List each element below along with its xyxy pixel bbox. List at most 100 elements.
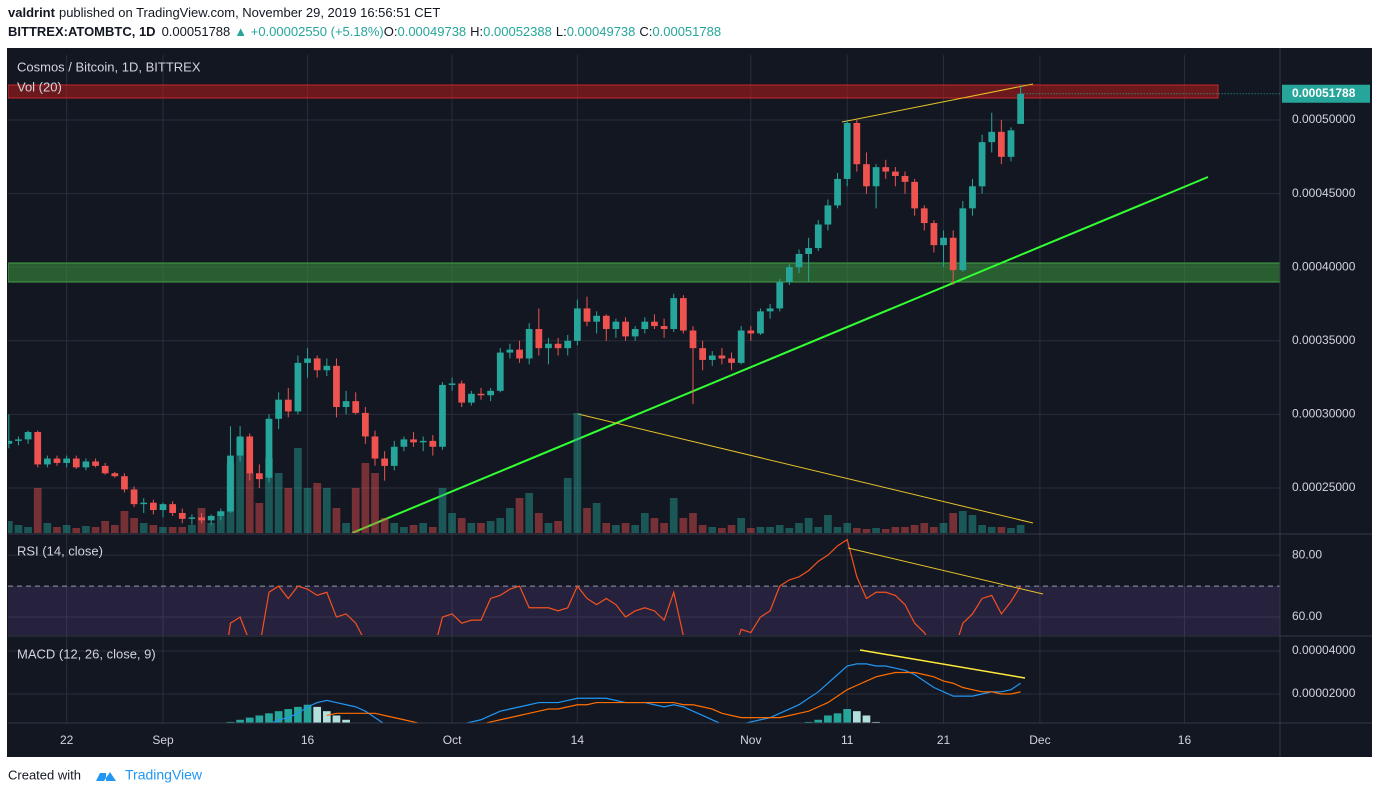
macd-histogram-bar [872,721,880,723]
volume-bar [592,503,601,533]
ohlc-close-label: C: [639,24,652,39]
macd-legend: MACD (12, 26, close, 9) [17,646,156,661]
candle-body [545,343,552,349]
ohlc-high: 0.00052388 [483,24,552,39]
x-tick-label: 22 [60,733,74,747]
candle-body [419,440,427,443]
x-tick-label: Oct [443,733,462,747]
candle-body [381,458,389,466]
volume-bar [573,413,582,533]
candle-body [361,412,369,437]
volume-bar [862,529,871,533]
candle-body [487,390,495,396]
volume-bar [718,528,726,533]
candle-body [583,308,591,322]
volume-bar [746,528,755,533]
author[interactable]: valdrint [8,5,56,20]
candle-body [670,298,678,330]
volume-bar [82,526,90,533]
volume-bar [660,523,668,533]
volume-bar [91,527,100,533]
candle-body [111,473,119,477]
candle-body [978,142,986,187]
publish-line: valdrint published on TradingView.com, No… [8,5,440,20]
macd-histogram-bar [843,709,852,723]
change: ▲ +0.00002550 (+5.18%) [234,24,383,39]
candle-body [1007,130,1015,157]
candle-body [747,330,755,334]
volume-trend-line [577,413,1034,524]
volume-bar [958,511,967,533]
y-tick-label: 60.00 [1292,609,1322,623]
volume-bar [332,508,341,533]
chart-background [7,48,1372,757]
candle-body [997,131,1005,157]
volume-bar [53,527,61,533]
candle-body [217,511,225,516]
volume-bar [428,527,437,533]
ohlc-close: 0.00051788 [652,24,721,39]
volume-bar [669,498,678,533]
ohlc-low-label: L: [556,24,567,39]
volume-bar [949,513,958,533]
candle-body [458,383,466,403]
volume-bar [149,525,158,533]
candle-body [949,237,957,271]
rsi-divergence-line [847,547,1044,595]
ohlc-high-label: H: [470,24,483,39]
volume-bar [8,521,13,533]
support-zone [8,262,1280,283]
candle-body [554,343,562,349]
symbol-line: BITTREX:ATOMBTC, 1D 0.00051788 ▲ +0.000025… [8,24,721,39]
candle-body [313,358,321,371]
volume-bar [930,527,938,533]
candle-body [641,321,649,330]
macd-histogram-bar [236,719,244,723]
candle-body [660,326,668,330]
volume-bar [294,448,302,533]
rsi-band [8,586,1280,635]
volume-bar [901,527,909,533]
ohlc-open-label: O: [384,24,398,39]
macd-histogram-bar [245,717,254,723]
volume-bar [910,525,919,533]
candle-body [920,208,928,224]
candle-body [188,517,196,519]
volume-bar [968,515,977,533]
candle-body [333,365,340,408]
volume-bar [1007,528,1015,533]
candle-body [246,436,254,474]
volume-bar [987,527,996,533]
x-tick-label: Nov [740,733,761,747]
volume-bar [554,521,562,533]
macd-histogram-bar [265,713,273,723]
footer-brand[interactable]: TradingView [125,767,203,783]
candle-body [159,504,167,511]
volume-bar [872,528,880,533]
volume-bar [207,523,216,533]
volume-bar [920,523,929,533]
volume-bar [640,513,649,533]
volume-bar [997,527,1006,533]
candle-body [8,440,13,444]
trend-line [351,176,1209,533]
candle-body [766,308,774,312]
candle-body [573,308,581,341]
tradingview-logo[interactable] [96,772,116,781]
candle-body [718,355,726,359]
volume-bar [852,528,861,533]
ohlc-open: 0.00049738 [397,24,466,39]
volume-bar [313,483,322,533]
volume-bar [824,515,832,533]
candle-body [1017,93,1025,124]
candle-body [737,330,745,363]
candle-body [631,329,639,337]
macd-histogram-bar [322,711,331,723]
candle-body [785,267,793,282]
volume-bar [486,521,495,533]
candle-body [834,178,841,206]
candle-body [400,439,408,447]
candle-body [891,171,899,176]
x-tick-label: 16 [301,733,315,747]
